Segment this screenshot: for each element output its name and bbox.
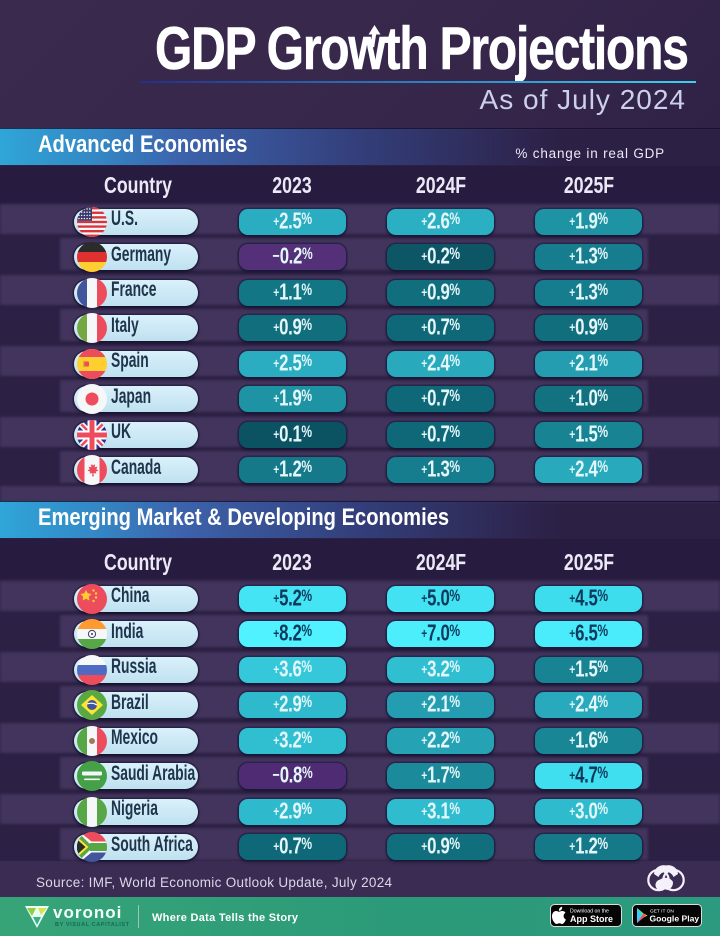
svg-text:GET IT ON: GET IT ON: [650, 909, 674, 915]
svg-text:Google Play: Google Play: [650, 914, 700, 924]
svg-text:Download on the: Download on the: [570, 909, 609, 915]
svg-text:App Store: App Store: [570, 914, 613, 924]
